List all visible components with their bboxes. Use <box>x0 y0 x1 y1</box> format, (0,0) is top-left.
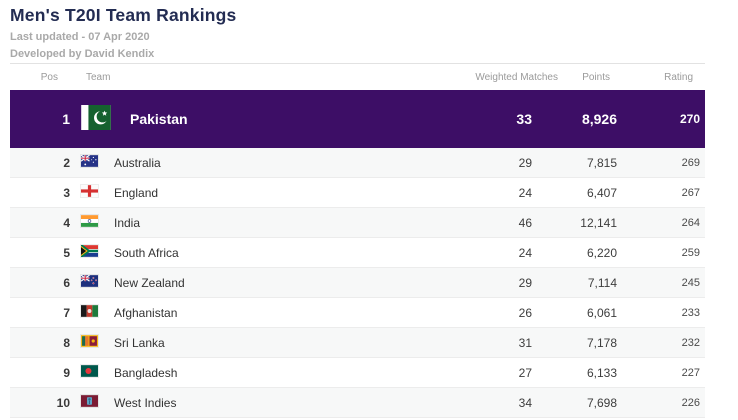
cell-flag <box>70 395 110 410</box>
cell-pos: 5 <box>63 245 70 260</box>
developed-by-label: Developed by David Kendix <box>10 48 155 60</box>
cell-flag <box>70 275 110 290</box>
cell-weighted-matches: 24 <box>518 185 532 200</box>
cell-weighted-matches: 29 <box>518 155 532 170</box>
column-header-rating: Rating <box>664 71 693 83</box>
table-row: 3 England 24 6,407 267 <box>10 178 705 208</box>
table-row: 2 Australia 29 7,815 269 <box>10 148 705 178</box>
cell-weighted-matches: 24 <box>518 245 532 260</box>
cell-pos: 10 <box>56 395 70 410</box>
column-header-points: Points <box>582 71 610 83</box>
table-header-row: Pos Team Weighted Matches Points Rating <box>10 64 705 90</box>
cell-flag <box>70 185 110 200</box>
cell-team: South Africa <box>114 245 179 260</box>
pakistan-flag <box>81 105 111 130</box>
table-row: 1 Pakistan 33 8,926 270 <box>10 90 705 148</box>
table-row: 5 South Africa 24 6,220 259 <box>10 238 705 268</box>
cell-team: New Zealand <box>114 275 185 290</box>
cell-points: 7,178 <box>586 335 617 350</box>
england-flag <box>81 185 98 197</box>
cell-team: West Indies <box>114 395 177 410</box>
cell-team: Afghanistan <box>114 305 178 320</box>
cell-pos: 2 <box>63 155 70 170</box>
cell-pos: 3 <box>63 185 70 200</box>
cell-team: Bangladesh <box>114 365 178 380</box>
last-updated-label: Last updated - 07 Apr 2020 <box>10 31 150 43</box>
cell-points: 8,926 <box>581 111 617 127</box>
table-row: 6 New Zealand 29 7,114 245 <box>10 268 705 298</box>
cell-weighted-matches: 29 <box>518 275 532 290</box>
cell-flag <box>70 245 110 260</box>
cell-points: 7,698 <box>586 395 617 410</box>
cell-rating: 227 <box>681 366 700 379</box>
australia-flag <box>81 155 98 167</box>
cell-points: 7,815 <box>586 155 617 170</box>
column-header-team: Team <box>86 71 111 83</box>
cell-flag <box>70 335 110 350</box>
page-header: Men's T20I Team Rankings Last updated - … <box>0 0 738 63</box>
cell-flag <box>70 365 110 380</box>
cell-rating: 226 <box>681 396 700 409</box>
rankings-table: Pos Team Weighted Matches Points Rating … <box>10 63 705 418</box>
table-body: 1 Pakistan 33 8,926 270 2 Australia 29 7… <box>10 90 705 418</box>
cell-points: 12,141 <box>580 215 617 230</box>
cell-team: England <box>114 185 159 200</box>
cell-flag <box>70 105 111 133</box>
table-row: 10 West Indies 34 7,698 226 <box>10 388 705 418</box>
cell-flag <box>70 215 110 230</box>
cell-team: Pakistan <box>130 111 188 127</box>
cell-points: 6,061 <box>586 305 617 320</box>
south-africa-flag <box>81 245 98 257</box>
new-zealand-flag <box>81 275 98 287</box>
cell-rating: 232 <box>681 336 700 349</box>
cell-points: 6,407 <box>586 185 617 200</box>
cell-team: India <box>114 215 141 230</box>
cell-rating: 259 <box>681 246 700 259</box>
cell-pos: 4 <box>63 215 70 230</box>
cell-weighted-matches: 27 <box>518 365 532 380</box>
cell-team: Australia <box>114 155 161 170</box>
cell-points: 6,133 <box>586 365 617 380</box>
west-indies-flag <box>81 395 98 407</box>
table-row: 7 Afghanistan 26 6,061 233 <box>10 298 705 328</box>
afghanistan-flag <box>81 305 98 317</box>
cell-weighted-matches: 26 <box>518 305 532 320</box>
column-header-pos: Pos <box>40 71 58 83</box>
cell-flag <box>70 155 110 170</box>
cell-weighted-matches: 33 <box>516 111 532 127</box>
table-row: 4 India 46 12,141 264 <box>10 208 705 238</box>
cell-rating: 270 <box>679 112 700 126</box>
india-flag <box>81 215 98 227</box>
column-header-weighted-matches: Weighted Matches <box>475 71 558 83</box>
cell-pos: 9 <box>63 365 70 380</box>
cell-pos: 8 <box>63 335 70 350</box>
cell-points: 6,220 <box>586 245 617 260</box>
bangladesh-flag <box>81 365 98 377</box>
cell-rating: 245 <box>681 276 700 289</box>
table-row: 9 Bangladesh 27 6,133 227 <box>10 358 705 388</box>
cell-pos: 1 <box>62 111 70 127</box>
cell-rating: 269 <box>681 156 700 169</box>
cell-pos: 6 <box>63 275 70 290</box>
cell-weighted-matches: 34 <box>518 395 532 410</box>
cell-flag <box>70 305 110 320</box>
cell-rating: 233 <box>681 306 700 319</box>
cell-team: Sri Lanka <box>114 335 165 350</box>
cell-weighted-matches: 46 <box>518 215 532 230</box>
cell-pos: 7 <box>63 305 70 320</box>
page-title: Men's T20I Team Rankings <box>10 5 237 25</box>
cell-rating: 267 <box>681 186 700 199</box>
cell-points: 7,114 <box>587 275 617 290</box>
sri-lanka-flag <box>81 335 98 347</box>
cell-weighted-matches: 31 <box>518 335 532 350</box>
table-row: 8 Sri Lanka 31 7,178 232 <box>10 328 705 358</box>
cell-rating: 264 <box>681 216 700 229</box>
